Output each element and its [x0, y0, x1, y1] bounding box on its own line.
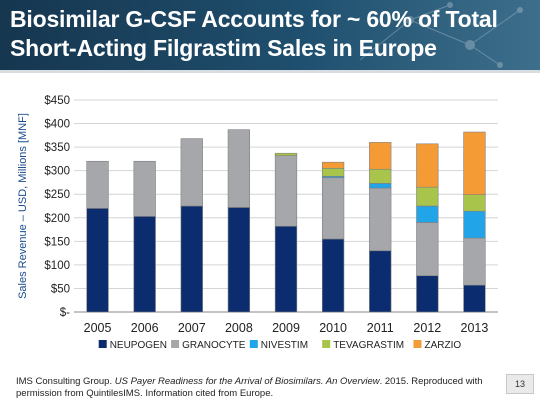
legend-swatch [413, 340, 422, 348]
x-tick-label: 2007 [178, 321, 206, 335]
bar-segment [369, 168, 392, 184]
bar-segment [86, 160, 109, 209]
bar-segment [321, 177, 345, 240]
bar-segment [463, 194, 486, 212]
legend-label: NEUPOGEN [110, 340, 167, 351]
x-tick-label: 2010 [319, 321, 347, 335]
header-divider [0, 70, 540, 73]
bar-segment [463, 131, 486, 195]
bar-segment [321, 168, 345, 177]
title-line-2: Short-Acting Filgrastim Sales in Europe [10, 35, 437, 61]
x-tick-label: 2009 [272, 321, 300, 335]
legend-swatch [249, 340, 258, 348]
bar-segment [463, 237, 486, 286]
y-tick-label: $50 [51, 283, 70, 295]
bar-segment [416, 205, 439, 223]
page-number: 13 [506, 374, 534, 394]
source-citation: IMS Consulting Group. US Payer Readiness… [16, 376, 486, 400]
y-tick-label: $450 [44, 95, 70, 107]
citation-end: . 2015. Reproduced with permission from … [16, 376, 483, 399]
bar-segment [369, 187, 392, 252]
legend-swatch [322, 340, 331, 348]
y-tick-label: $350 [44, 142, 70, 154]
y-tick-label: $400 [44, 119, 70, 131]
legend-label: TEVAGRASTIM [333, 340, 404, 351]
bar-segment [321, 161, 345, 169]
title-banner: Biosimilar G-CSF Accounts for ~ 60% of T… [0, 0, 540, 70]
x-tick-label: 2006 [131, 321, 159, 335]
bar-segment [274, 155, 298, 227]
bar-segment [227, 129, 251, 208]
legend-label: GRANOCYTE [182, 340, 246, 351]
title-line-1: Biosimilar G-CSF Accounts for ~ 60% of T… [10, 6, 498, 32]
bar-segment [369, 142, 392, 170]
x-tick-label: 2013 [461, 321, 489, 335]
page-title: Biosimilar G-CSF Accounts for ~ 60% of T… [10, 5, 530, 63]
bar-segment [416, 275, 439, 313]
bar-segment [416, 186, 439, 207]
x-tick-label: 2008 [225, 321, 253, 335]
legend-label: NIVESTIM [261, 340, 308, 351]
y-tick-label: $300 [44, 166, 70, 178]
citation-title: US Payer Readiness for the Arrival of Bi… [114, 376, 380, 387]
bar-segment [463, 210, 486, 239]
y-tick-label: $200 [44, 213, 70, 225]
network-decoration-icon [359, 2, 523, 68]
y-tick-label: $150 [44, 236, 70, 248]
legend-swatch [171, 340, 180, 348]
stacked-bar-chart: $- $50 $100 $150 $200 $250 $300 $350 $400 $450 Sal… [17, 95, 498, 351]
x-tick-label: 2012 [413, 321, 441, 335]
bar-segment [227, 207, 251, 313]
legend-swatch [98, 340, 107, 348]
bar-segment [416, 143, 439, 188]
x-tick-label: 2005 [84, 321, 112, 335]
bar-segment [86, 208, 109, 313]
bar-segment [133, 160, 156, 217]
y-tick-label: $- [60, 307, 70, 319]
bar-segment [369, 183, 392, 189]
legend-label: ZARZIO [425, 340, 462, 351]
citation-start: IMS Consulting Group. [16, 376, 115, 387]
bar-segment [321, 238, 345, 313]
bar-segment [416, 222, 439, 277]
bar-segment [180, 138, 203, 207]
bar-segment [133, 216, 156, 313]
y-axis-title: Sales Revenue – USD, Millions [MNF] [17, 113, 29, 299]
bar-segment [180, 205, 203, 313]
x-tick-label: 2011 [367, 321, 394, 335]
y-tick-label: $250 [44, 189, 70, 201]
bar-segment [369, 250, 392, 313]
bar-segment [274, 152, 298, 156]
bar-segment [463, 284, 486, 313]
bar-segment [274, 225, 298, 313]
y-tick-label: $100 [44, 260, 70, 272]
